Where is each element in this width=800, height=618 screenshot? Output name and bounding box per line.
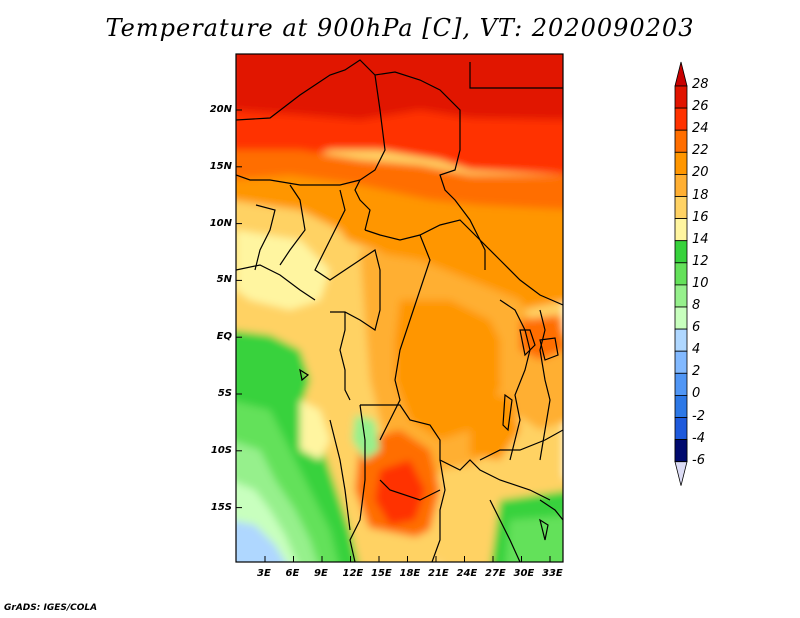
colorbar-segment — [674, 151, 688, 175]
lon-label: 33E — [542, 568, 563, 579]
lat-label: 15N — [209, 160, 232, 172]
lat-label: 20N — [209, 104, 232, 115]
colorbar-label: 24 — [692, 121, 709, 137]
lon-label: 3E — [257, 568, 271, 579]
colorbar-label: 14 — [692, 231, 709, 247]
colorbar-top-arrow — [674, 61, 688, 87]
lon-label: 24E — [456, 568, 478, 579]
colorbar-label: 26 — [692, 99, 709, 115]
colorbar — [674, 61, 688, 486]
lon-label: 27E — [485, 568, 506, 579]
grads-credit: GrADS: IGES/COLA — [4, 603, 98, 613]
lat-label: 10S — [210, 444, 232, 456]
colorbar-label: -6 — [692, 452, 705, 468]
colorbar-label: 22 — [692, 143, 709, 159]
colorbar-label: 2 — [692, 364, 701, 380]
colorbar-segment — [674, 350, 688, 374]
colorbar-segment — [674, 107, 688, 131]
colorbar-segment — [674, 394, 688, 418]
colorbar-segment — [674, 328, 688, 352]
lon-label: 12E — [342, 568, 364, 579]
colorbar-label: -2 — [692, 408, 705, 424]
colorbar-label: 0 — [692, 386, 701, 402]
colorbar-segment — [674, 129, 688, 153]
lon-label: 15E — [371, 568, 392, 579]
colorbar-segment — [674, 439, 688, 463]
map-frame — [235, 53, 564, 563]
colorbar-segment — [674, 196, 688, 220]
lon-label: 6E — [285, 568, 300, 579]
colorbar-segment — [674, 417, 688, 441]
colorbar-label: 16 — [692, 209, 709, 225]
lat-label: 5S — [217, 388, 232, 399]
colorbar-label: 18 — [692, 187, 709, 203]
colorbar-label: 6 — [692, 320, 701, 336]
colorbar-segment — [674, 85, 688, 109]
lon-label: 30E — [513, 568, 535, 579]
country-borders — [236, 59, 563, 562]
chart-title: Temperature at 900hPa [C], VT: 202009020… — [105, 14, 695, 42]
colorbar-bottom-arrow — [674, 461, 688, 486]
colorbar-segment — [674, 240, 688, 264]
lon-label: 18E — [399, 568, 421, 579]
lat-label: EQ — [216, 331, 232, 343]
lon-label: 21E — [428, 568, 449, 579]
temperature-field — [236, 54, 563, 562]
colorbar-label: -4 — [692, 430, 705, 446]
axis-ticks — [236, 109, 551, 562]
colorbar-segment — [674, 284, 688, 308]
colorbar-label: 10 — [692, 275, 709, 291]
colorbar-label: 4 — [692, 342, 701, 358]
colorbar-label: 12 — [692, 253, 709, 269]
colorbar-segment — [674, 218, 688, 242]
lat-label: 15S — [210, 501, 232, 513]
colorbar-label: 8 — [692, 298, 701, 313]
lat-label: 10N — [209, 217, 232, 229]
colorbar-segment — [674, 372, 688, 396]
colorbar-segment — [674, 173, 688, 197]
colorbar-label: 28 — [692, 77, 709, 92]
colorbar-segment — [674, 262, 688, 286]
lon-label: 9E — [314, 568, 328, 579]
colorbar-label: 20 — [692, 165, 709, 181]
colorbar-segment — [674, 306, 688, 330]
lat-label: 5N — [216, 274, 232, 286]
